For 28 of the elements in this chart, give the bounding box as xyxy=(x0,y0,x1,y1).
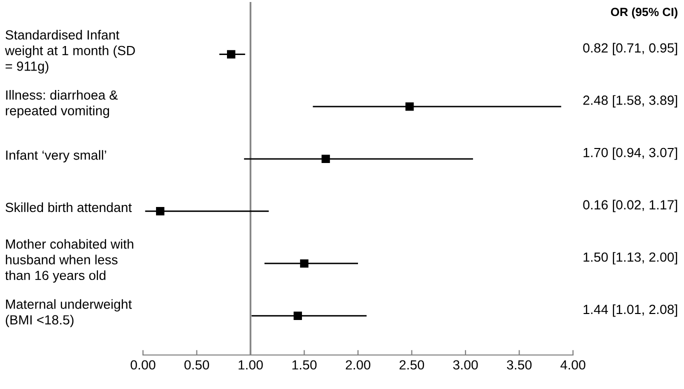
data-label: 1.50 [1.13, 2.00] xyxy=(584,252,678,264)
point xyxy=(156,207,164,216)
text: OR (95% CI) xyxy=(610,8,678,19)
point xyxy=(300,259,308,268)
y-tick-label: Maternal underweight (BMI <18.5) xyxy=(6,299,132,328)
x-tick-label: 1.00 xyxy=(238,360,263,370)
x-tick-label: 2.00 xyxy=(346,360,370,370)
data-label: 0.82 [0.71, 0.95] xyxy=(583,42,678,56)
y-tick-label: Infant ‘very small’ xyxy=(6,150,106,162)
point xyxy=(226,50,236,58)
y-tick-label: Mother cohabited with husband when less than 16 years old xyxy=(5,239,134,283)
y-tick-label: Illness: diarrhoea & repeated vomiting xyxy=(6,90,118,118)
x-tick-label: 3.50 xyxy=(506,360,532,370)
x-tick-label: 0.50 xyxy=(184,360,210,370)
x-tick-label: 0.00 xyxy=(130,360,156,370)
data-label: 1.44 [1.01, 2.08] xyxy=(584,304,678,317)
point xyxy=(405,102,414,111)
data-label: 1.70 [0.94, 3.07] xyxy=(584,148,678,160)
point xyxy=(294,312,302,320)
y-tick-label: Skilled birth attendant xyxy=(6,202,132,212)
x-tick-label: 1.50 xyxy=(292,360,317,370)
data-label: 0.16 [0.02, 1.17] xyxy=(583,200,678,212)
x-tick-label: 3.00 xyxy=(453,360,478,370)
x-tick-label: 2.50 xyxy=(400,360,424,370)
x-tick-label: 4.00 xyxy=(560,360,586,370)
data-label: 2.48 [1.58, 3.89] xyxy=(583,95,678,108)
y-tick-label: Standardised Infant weight at 1 month (SD = 911g) xyxy=(4,30,135,74)
point xyxy=(322,154,330,164)
